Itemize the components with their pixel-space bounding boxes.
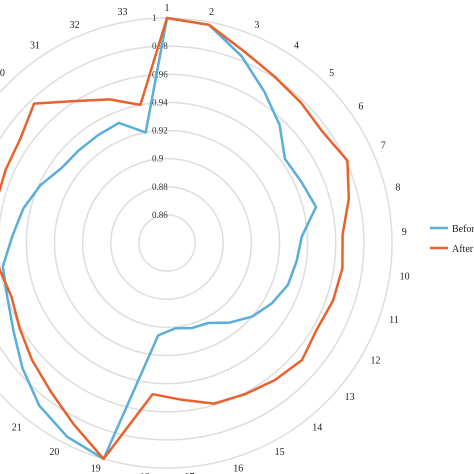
category-label: 18 xyxy=(140,472,150,474)
radial-tick-label: 1 xyxy=(152,13,157,23)
radial-tick-label: 0.94 xyxy=(152,97,168,107)
category-label: 4 xyxy=(294,40,299,51)
category-label: 17 xyxy=(184,472,194,474)
category-label: 7 xyxy=(381,140,386,151)
grid-ring-7 xyxy=(0,45,365,441)
grid-ring-3 xyxy=(81,157,253,329)
grid-ring-4 xyxy=(53,129,281,357)
legend-label-after: After xyxy=(452,244,474,255)
category-label: 2 xyxy=(209,7,214,18)
category-label: 16 xyxy=(233,463,243,474)
series-line-before xyxy=(1,16,318,461)
series-lines xyxy=(0,16,351,461)
category-label: 31 xyxy=(30,40,40,51)
category-label: 21 xyxy=(12,423,22,434)
legend: Before After xyxy=(430,224,474,255)
radial-tick-label: 0.98 xyxy=(152,41,168,51)
category-label: 12 xyxy=(371,356,381,367)
legend-label-before: Before xyxy=(452,224,474,235)
grid-ring-2 xyxy=(110,186,224,300)
category-label: 5 xyxy=(329,68,334,79)
radial-tick-label: 0.88 xyxy=(152,182,168,192)
grid-ring-1 xyxy=(138,214,196,272)
category-label: 11 xyxy=(389,315,399,326)
category-label: 33 xyxy=(118,7,128,18)
radial-tick-label: 0.9 xyxy=(152,154,164,164)
category-labels: 1234567891011121314151617181920212223242… xyxy=(0,3,410,474)
grid-ring-5 xyxy=(25,101,309,385)
category-label: 9 xyxy=(402,227,407,238)
category-label: 1 xyxy=(165,3,170,14)
category-label: 19 xyxy=(91,463,101,474)
category-label: 13 xyxy=(345,392,355,403)
radial-tick-label: 0.92 xyxy=(152,126,168,136)
category-label: 6 xyxy=(358,102,363,113)
radial-tick-labels: 0.86 0.88 0.9 0.92 0.94 0.96 0.98 1 xyxy=(152,13,168,220)
category-label: 10 xyxy=(400,271,410,282)
grid-ring-6 xyxy=(0,73,337,413)
radial-tick-label: 0.96 xyxy=(152,69,168,79)
category-label: 32 xyxy=(70,20,80,31)
category-label: 15 xyxy=(275,447,285,458)
category-label: 3 xyxy=(254,20,259,31)
category-label: 30 xyxy=(0,68,5,79)
category-label: 20 xyxy=(49,447,59,458)
category-label: 8 xyxy=(395,183,400,194)
category-label: 14 xyxy=(312,423,322,434)
radial-tick-label: 0.86 xyxy=(152,210,168,220)
series-line-after xyxy=(0,16,351,461)
